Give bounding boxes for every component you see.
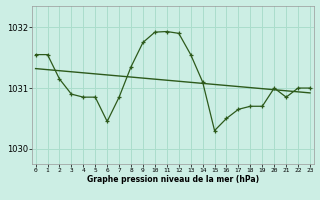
- X-axis label: Graphe pression niveau de la mer (hPa): Graphe pression niveau de la mer (hPa): [87, 175, 259, 184]
